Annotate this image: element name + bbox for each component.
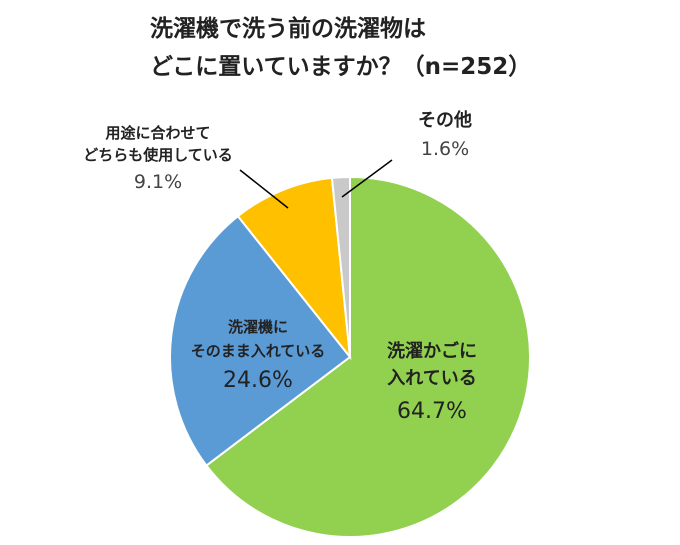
chart-title-line-1: 洗濯機で洗う前の洗濯物は bbox=[150, 16, 426, 42]
slice-machine bbox=[169, 214, 352, 467]
slice-both bbox=[236, 176, 352, 361]
pie-slices bbox=[169, 175, 531, 538]
slice-label-both-line-1: 用途に合わせて bbox=[105, 124, 210, 142]
slice-label-basket-line-1: 洗濯かごに bbox=[387, 340, 477, 362]
slice-label-both-line-2: どちらも使用している bbox=[83, 146, 233, 164]
slice-label-machine-line-2: そのまま入れている bbox=[191, 342, 326, 360]
slice-value-machine: 24.6% bbox=[223, 368, 293, 393]
slice-basket bbox=[204, 175, 531, 538]
slice-other bbox=[330, 175, 351, 358]
leader-line-other bbox=[341, 159, 393, 198]
leader-line-both bbox=[239, 169, 289, 209]
slice-label-other: その他 bbox=[418, 109, 472, 131]
chart-title-line-2: どこに置いていますか？（n=252） bbox=[150, 54, 532, 80]
chart-title: 洗濯機で洗う前の洗濯物は どこに置いていますか？（n=252） bbox=[150, 10, 531, 86]
slice-label-machine-line-1: 洗濯機に bbox=[228, 318, 288, 336]
slice-value-other: 1.6% bbox=[421, 138, 469, 160]
slice-label-basket-line-2: 入れている bbox=[387, 368, 476, 389]
slice-value-both: 9.1% bbox=[134, 171, 182, 193]
slice-value-basket: 64.7% bbox=[397, 399, 467, 424]
